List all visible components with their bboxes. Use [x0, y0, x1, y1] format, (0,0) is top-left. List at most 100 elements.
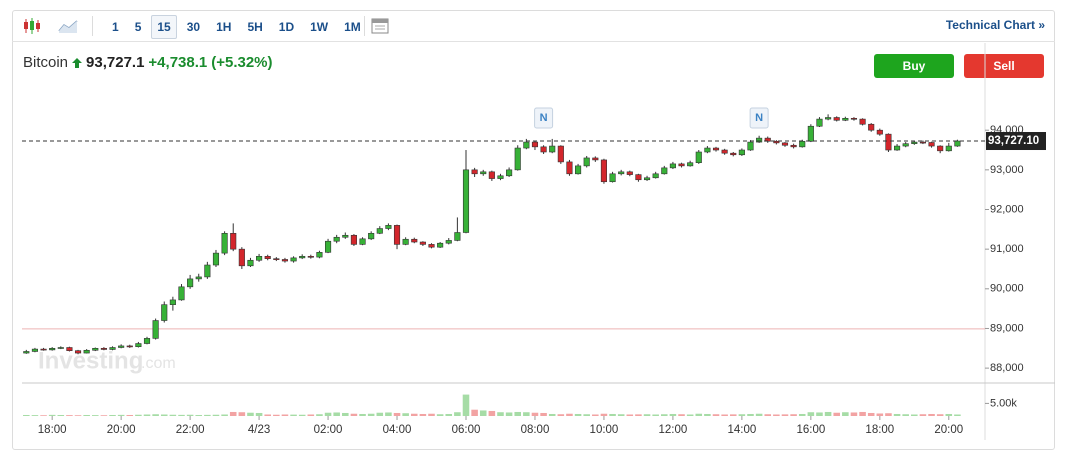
volume-bar	[221, 414, 228, 416]
candle-body	[669, 163, 676, 169]
candle-body	[652, 173, 659, 179]
volume-bar	[48, 414, 56, 416]
volume-bar	[557, 414, 565, 416]
volume-bar	[160, 414, 168, 416]
x-tick-label: 06:00	[452, 424, 481, 436]
candle-body	[575, 165, 582, 175]
volume-bar	[867, 412, 875, 416]
volume-bar	[342, 412, 349, 416]
volume-bar	[678, 414, 685, 416]
interval-button[interactable]: 5H	[247, 20, 263, 34]
news-marker	[534, 107, 554, 129]
candle-body	[747, 141, 754, 151]
candle-body	[902, 143, 909, 147]
volume-bar	[548, 413, 556, 416]
candle-body	[643, 177, 651, 181]
volume-bar	[712, 414, 720, 416]
candle-body	[859, 118, 866, 125]
candle-body	[212, 252, 220, 266]
volume-bar	[652, 414, 659, 416]
candle-body	[919, 141, 926, 144]
x-tick-label: 12:00	[659, 424, 688, 436]
interval-button[interactable]: 15	[151, 15, 177, 39]
news-marker-label: N	[755, 112, 763, 124]
x-tick-label: 20:00	[107, 424, 136, 436]
candle-body	[626, 171, 633, 175]
volume-bar	[626, 414, 634, 416]
volume-bar	[798, 413, 806, 416]
news-marker-label: N	[540, 112, 548, 124]
interval-button[interactable]: 1W	[310, 20, 329, 34]
volume-bar	[816, 412, 823, 416]
volume-bar	[204, 414, 211, 416]
volume-bar	[747, 413, 754, 416]
candle-body	[738, 149, 745, 156]
volume-bar	[824, 411, 832, 416]
line-chart-icon[interactable]	[58, 16, 78, 36]
interval-button[interactable]: 1M	[344, 20, 361, 34]
calendar-icon[interactable]	[370, 16, 390, 36]
candle-body	[523, 141, 530, 149]
candle-body	[471, 169, 478, 175]
candle-body	[911, 141, 918, 144]
volume-bar	[523, 412, 530, 416]
candle-body	[462, 169, 470, 233]
volume-bar	[807, 412, 815, 416]
technical-chart-link[interactable]: Technical Chart »	[945, 18, 1045, 32]
x-tick-label: 02:00	[314, 424, 343, 436]
volume-bar	[264, 414, 271, 416]
candle-body	[704, 147, 711, 153]
sell-button[interactable]: Sell	[964, 54, 1044, 78]
volume-bar	[367, 413, 375, 416]
volume-bar	[186, 414, 194, 416]
interval-button[interactable]: 1H	[216, 20, 232, 34]
volume-bar	[410, 413, 418, 416]
volume-bar	[635, 414, 642, 416]
volume-tick-label: 5.00k	[990, 397, 1017, 409]
y-tick-label: 90,000	[990, 283, 1024, 295]
volume-bar	[833, 412, 840, 416]
candle-body	[281, 259, 289, 262]
candle-body	[161, 304, 168, 321]
interval-button[interactable]: 1D	[278, 20, 295, 34]
candle-body	[350, 234, 357, 245]
candle-body	[600, 159, 607, 183]
candle-body	[506, 169, 513, 177]
volume-bar	[126, 414, 134, 416]
volume-bar	[514, 411, 522, 416]
candle-body	[609, 173, 616, 183]
candle-body	[393, 225, 401, 245]
candle-body	[781, 142, 789, 146]
volume-bar	[566, 413, 573, 416]
candlestick-icon[interactable]	[22, 16, 42, 36]
candle-body	[566, 161, 573, 175]
volume-bar	[729, 414, 737, 416]
volume-bar	[609, 413, 616, 416]
volume-bar	[359, 413, 366, 416]
x-tick-label: 16:00	[796, 424, 825, 436]
candle-body	[238, 248, 245, 267]
volume-bar	[531, 412, 539, 416]
x-tick-label: 4/23	[248, 424, 270, 436]
volume-bar	[238, 412, 246, 416]
volume-bar	[92, 415, 99, 416]
candle-body	[945, 145, 952, 152]
candle-body	[790, 144, 797, 148]
interval-button[interactable]: 5	[134, 20, 142, 34]
volume-bar	[583, 414, 590, 416]
candle-body	[928, 142, 935, 147]
volume-bar	[488, 410, 496, 416]
volume-bar	[40, 415, 47, 416]
volume-bar	[152, 414, 159, 416]
volume-bar	[393, 412, 401, 416]
buy-button[interactable]: Buy	[874, 54, 954, 78]
volume-bar	[540, 412, 547, 416]
volume-bar	[385, 412, 392, 416]
candle-body	[419, 241, 426, 245]
candle-body	[635, 174, 642, 181]
candle-body	[221, 232, 228, 254]
interval-button[interactable]: 30	[186, 20, 201, 34]
interval-button[interactable]: 1	[112, 20, 119, 34]
volume-bar	[704, 413, 711, 416]
